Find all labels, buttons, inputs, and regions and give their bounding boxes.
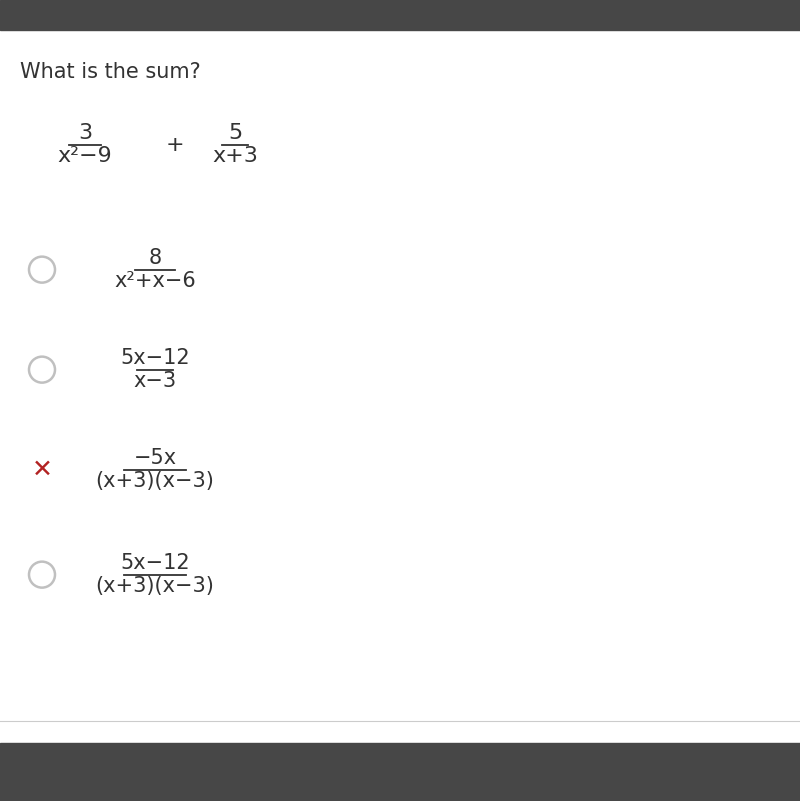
Bar: [0, 743, 800, 801]
Text: (x+3)(x−3): (x+3)(x−3): [95, 471, 214, 491]
Text: x−3: x−3: [134, 371, 177, 391]
Text: −5x: −5x: [134, 449, 177, 468]
Text: x²+x−6: x²+x−6: [114, 271, 196, 291]
Text: ✕: ✕: [31, 457, 53, 481]
Text: 8: 8: [149, 248, 162, 268]
Text: 5x−12: 5x−12: [120, 553, 190, 574]
Bar: [0, 0, 800, 30]
Text: 5x−12: 5x−12: [120, 348, 190, 368]
Text: 5: 5: [228, 123, 242, 143]
Text: 3: 3: [78, 123, 92, 143]
Text: (x+3)(x−3): (x+3)(x−3): [95, 576, 214, 596]
Text: x+3: x+3: [212, 147, 258, 166]
Text: What is the sum?: What is the sum?: [20, 62, 201, 82]
Text: x²−9: x²−9: [58, 147, 112, 166]
Text: +: +: [166, 135, 184, 155]
